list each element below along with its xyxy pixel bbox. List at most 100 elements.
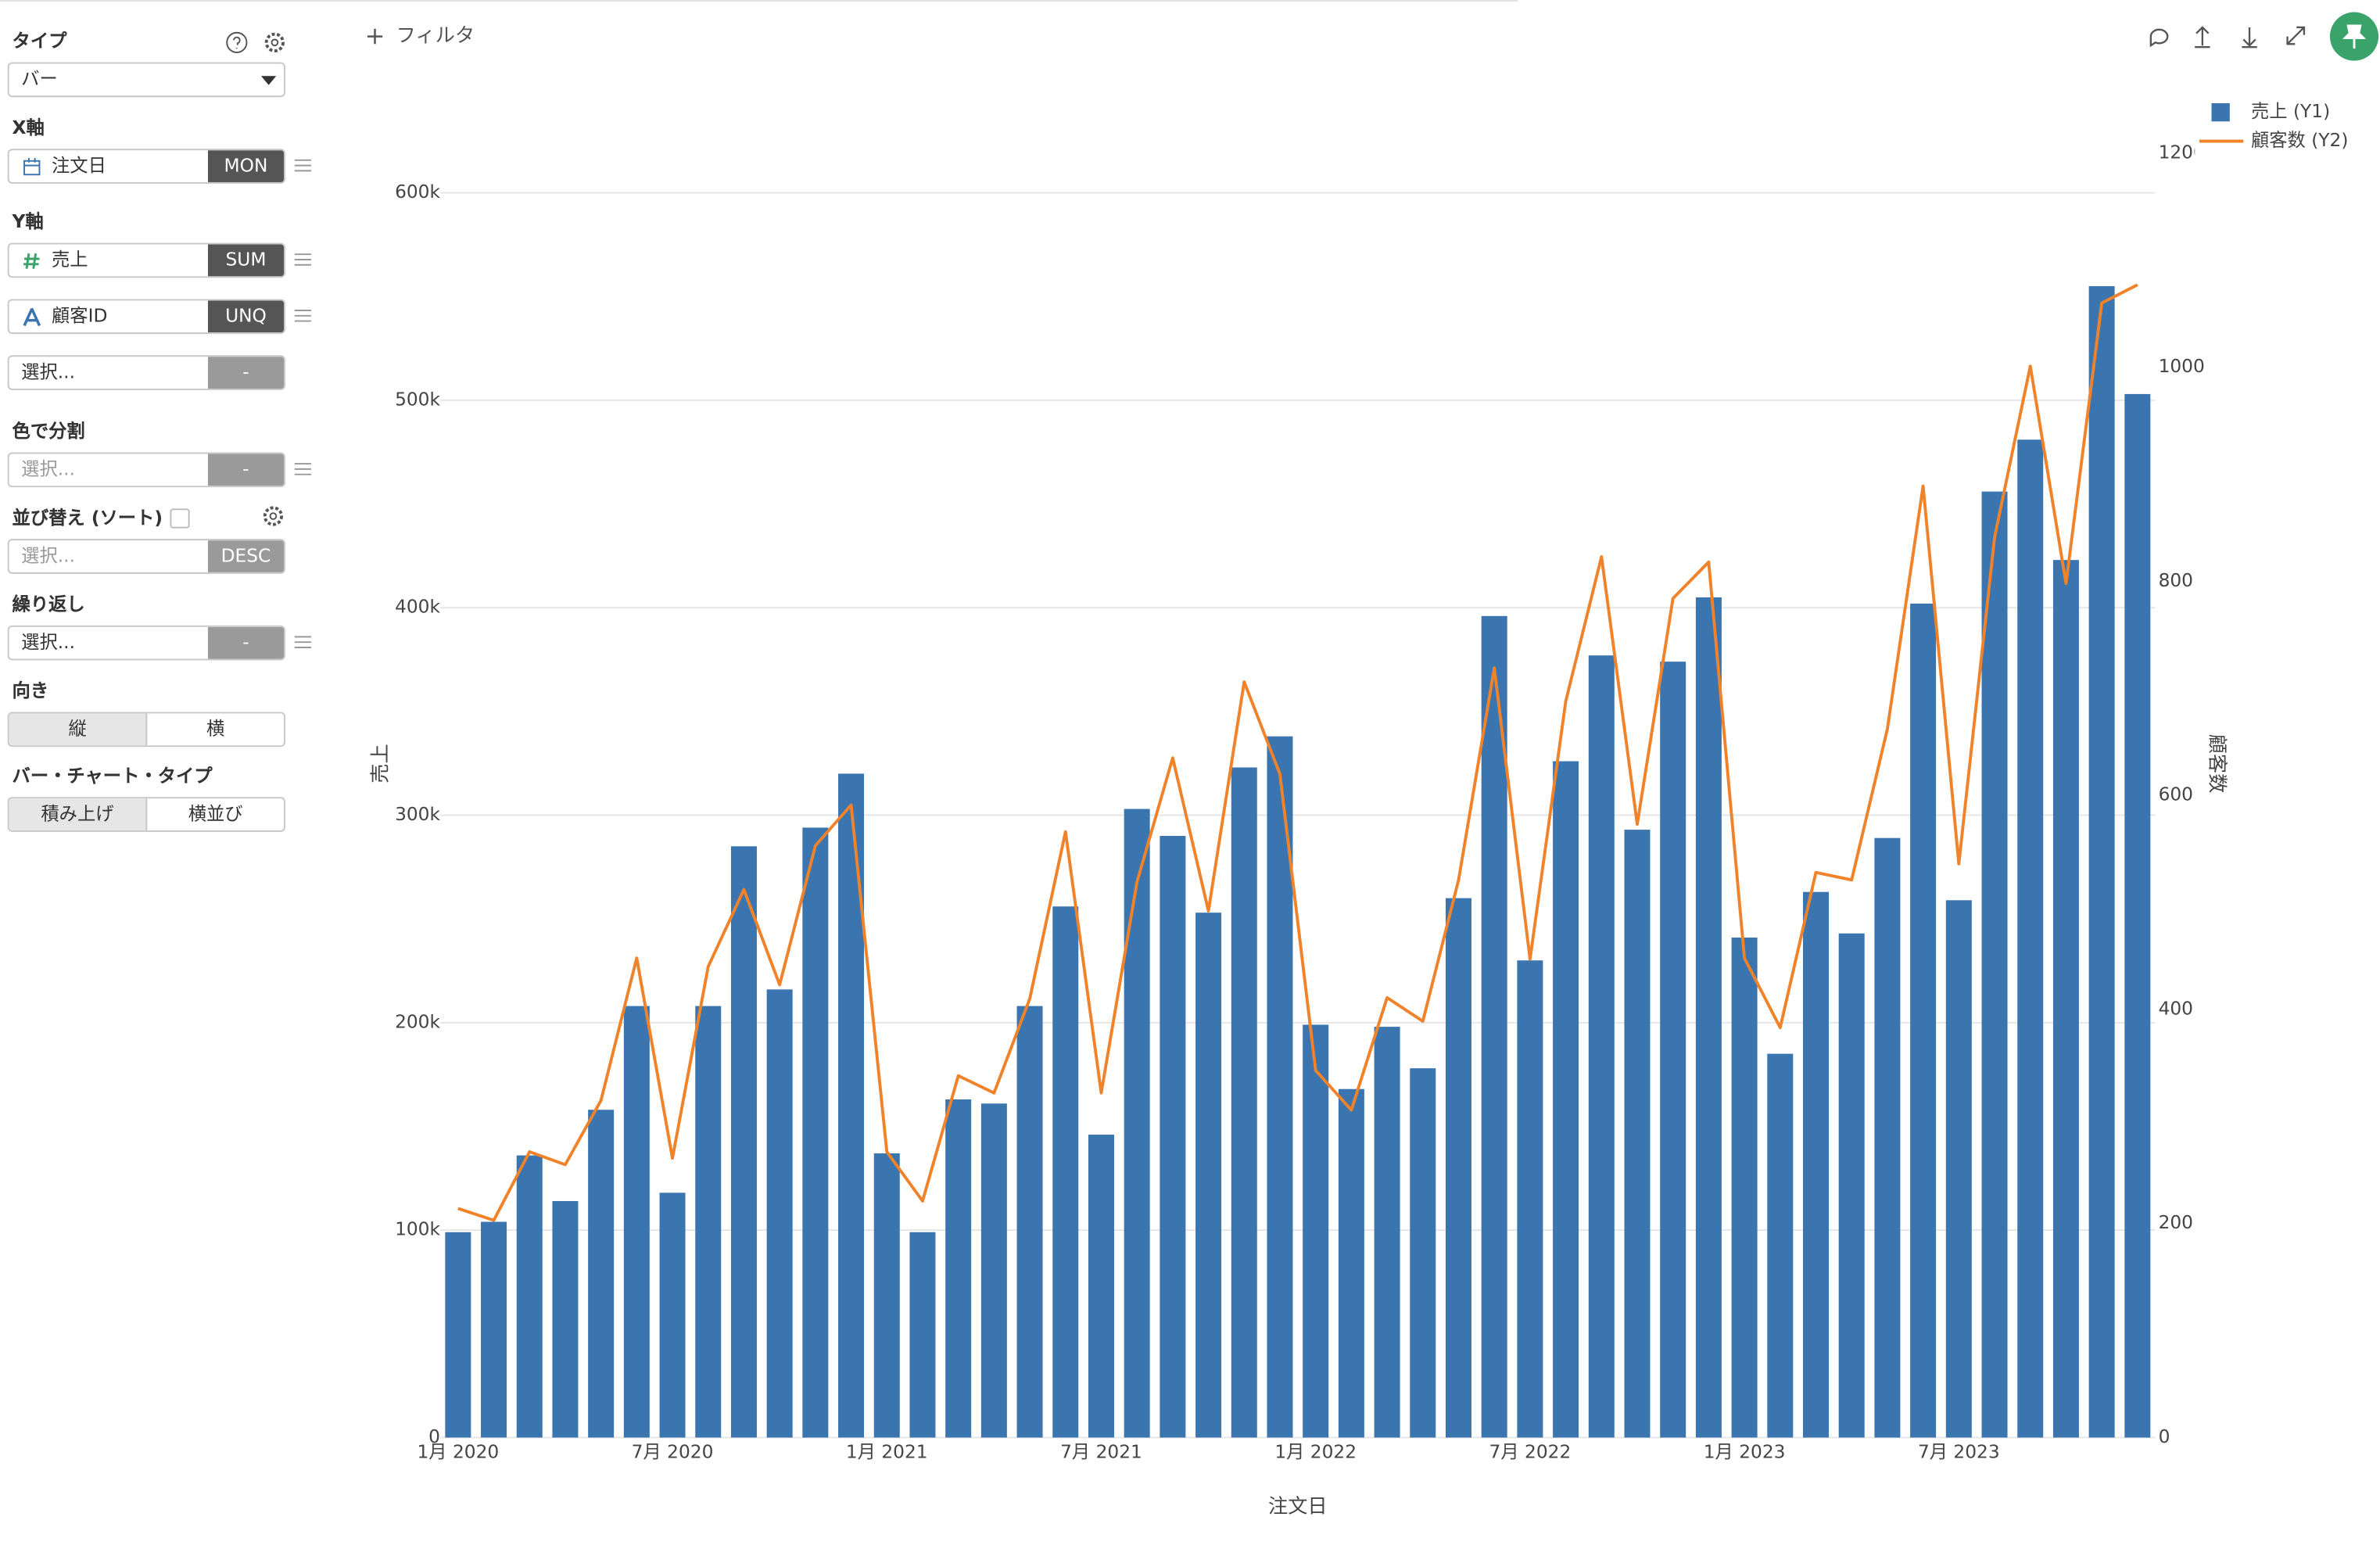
y-tick-label: 500k — [395, 389, 440, 410]
drag-handle[interactable] — [294, 308, 311, 323]
settings-core — [269, 512, 278, 520]
type-dropdown[interactable]: バー — [7, 62, 285, 98]
y2-tick-label: 0 — [2159, 1426, 2170, 1447]
bar — [1481, 615, 1507, 1438]
legend-label: 売上 (Y1) — [2251, 101, 2330, 122]
y-field[interactable]: 選択... - — [7, 355, 285, 390]
section-label: Y軸 — [12, 210, 44, 233]
bar — [481, 1221, 507, 1438]
bar — [1517, 960, 1543, 1438]
bar — [552, 1200, 579, 1438]
download-icon[interactable] — [2242, 27, 2257, 48]
filter-label: フィルタ — [396, 24, 475, 47]
bar — [2052, 560, 2079, 1438]
expand-icon[interactable] — [2286, 26, 2306, 45]
section-label: 並び替え (ソート) — [12, 507, 163, 529]
bar — [1410, 1068, 1436, 1438]
bar — [1124, 809, 1150, 1438]
bar — [1731, 938, 1758, 1438]
bar — [1553, 761, 1579, 1438]
y-tick-label: 200k — [395, 1011, 440, 1032]
bar — [1160, 836, 1186, 1438]
aggregation[interactable]: DESC — [207, 540, 285, 572]
x-axis-title: 注文日 — [1268, 1495, 1328, 1518]
settings-core — [271, 38, 279, 47]
bar — [1660, 662, 1686, 1438]
y-field[interactable]: 顧客ID UNQ — [7, 299, 285, 335]
legend-label: 顧客数 (Y2) — [2251, 130, 2348, 151]
field-name: 選択... — [21, 631, 76, 653]
section-label: タイプ — [12, 30, 67, 52]
bar-type-toggle: 積み上げ 横並び — [7, 797, 285, 832]
y-tick-label: 400k — [395, 597, 440, 618]
field-name: 選択... — [21, 361, 76, 383]
y-field[interactable]: 売上 SUM — [7, 242, 285, 278]
bar — [1624, 830, 1651, 1438]
bar — [1374, 1027, 1400, 1438]
bar — [1588, 655, 1615, 1438]
bar — [1231, 767, 1257, 1438]
section-label: 繰り返し — [12, 593, 85, 615]
line — [457, 283, 2138, 1222]
toggle-option[interactable]: 積み上げ — [9, 798, 148, 830]
sort-checkbox[interactable] — [170, 508, 190, 529]
section-label: X軸 — [12, 117, 45, 138]
field-name: 売上 — [52, 249, 88, 271]
color-field[interactable]: 選択... - — [7, 452, 285, 488]
bar — [1016, 1006, 1043, 1438]
aggregation[interactable]: - — [207, 626, 285, 659]
toggle-option[interactable]: 横並び — [188, 802, 243, 825]
drag-handle[interactable] — [294, 158, 311, 173]
upload-icon[interactable] — [2195, 26, 2210, 48]
bar — [909, 1232, 936, 1438]
bar — [2017, 439, 2044, 1438]
aggregation[interactable]: MON — [207, 150, 285, 182]
x-field[interactable]: 注文日 MON — [7, 149, 285, 184]
settings-icon[interactable] — [264, 32, 285, 52]
help-icon[interactable] — [226, 31, 248, 53]
type-icons — [226, 31, 285, 53]
x-tick-label: 7月 2020 — [632, 1441, 714, 1462]
aggregation[interactable]: - — [207, 454, 285, 486]
y2-tick-label: 200 — [2159, 1212, 2193, 1233]
y2-tick-label: 1000 — [2159, 356, 2205, 377]
repeat-field[interactable]: 選択... - — [7, 625, 285, 661]
drag-handle[interactable] — [294, 461, 311, 476]
drag-handle[interactable] — [294, 634, 311, 649]
bar — [802, 827, 829, 1438]
settings-icon — [263, 506, 284, 526]
sort-settings[interactable] — [261, 504, 285, 529]
y-tick-label: 300k — [395, 804, 440, 825]
bar — [659, 1192, 686, 1438]
comment-icon[interactable] — [2149, 28, 2169, 48]
bar — [1981, 491, 2008, 1438]
toggle-option[interactable]: 縦 — [9, 713, 148, 746]
bar — [1945, 900, 1972, 1438]
legend-swatch — [2211, 103, 2230, 122]
aggregation[interactable]: SUM — [207, 244, 285, 277]
sort-field[interactable]: 選択... DESC — [7, 539, 285, 574]
bar — [588, 1110, 615, 1438]
aggregation[interactable]: UNQ — [207, 300, 285, 333]
bar — [1695, 597, 1722, 1438]
number-icon — [23, 253, 40, 269]
x-tick-label: 7月 2023 — [1918, 1441, 2000, 1462]
y2-tick-label: 800 — [2159, 570, 2193, 591]
y-tick-label: 600k — [395, 181, 440, 203]
toggle-option[interactable]: 横 — [206, 718, 225, 740]
x-tick-label: 7月 2021 — [1060, 1441, 1142, 1462]
bar — [1767, 1053, 1794, 1438]
y2-axis-title: 顧客数 — [2206, 734, 2228, 794]
y2-tick-label: 400 — [2159, 998, 2193, 1019]
field-name: 選択... — [21, 544, 76, 567]
bar — [873, 1153, 900, 1438]
x-tick-label: 1月 2020 — [417, 1441, 499, 1462]
bar — [1195, 913, 1222, 1438]
bar — [1303, 1024, 1329, 1438]
drag-handle[interactable] — [294, 252, 311, 267]
filter-button[interactable]: フィルタ — [367, 24, 475, 47]
bar — [445, 1232, 471, 1438]
bar — [1088, 1135, 1114, 1438]
aggregation[interactable]: - — [207, 357, 285, 389]
